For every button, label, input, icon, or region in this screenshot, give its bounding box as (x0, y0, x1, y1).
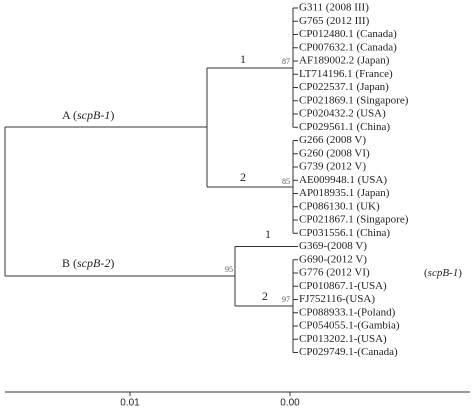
leaf-label: CP021867.1 (Singapore) (299, 214, 409, 226)
bootstrap: 85 (282, 177, 290, 186)
leaf-label: AF189002.2 (Japan) (299, 55, 390, 67)
leaf-label: CP054055.1-(Gambia) (299, 320, 400, 332)
leaf-label: LT714196.1 (France) (299, 68, 393, 80)
clade-b-gene: scpB-2 (77, 256, 110, 270)
node-label: 1 (265, 227, 271, 241)
leaf-label: FJ752116-(USA) (299, 293, 375, 305)
leaf-label: CP020432.2 (USA) (299, 108, 386, 120)
node-label: 2 (262, 289, 268, 303)
leaf-label: CP012480.1 (Canada) (299, 28, 397, 40)
annotation-open: ( (424, 267, 428, 279)
leaf-label: AE009948.1 (USA) (299, 174, 387, 186)
bootstrap: 95 (225, 265, 233, 274)
annotation: (scpB-1) (424, 267, 462, 279)
leaf-label: CP088933.1-(Poland) (299, 306, 396, 318)
leaf-label: CP029561.1 (China) (299, 121, 390, 133)
leaf-label: G260 (2008 VI) (299, 147, 370, 159)
leaf-label: G690-(2012 V) (299, 253, 367, 265)
clade-a-name: A ( (62, 108, 77, 122)
scale-tick-label: 0.00 (280, 398, 300, 409)
leaf-label: AP018935.1 (Japan) (299, 187, 390, 199)
leaf-label: CP022537.1 (Japan) (299, 81, 389, 93)
leaf-label: G739 (2012 V) (299, 161, 366, 173)
leaf-label: CP029749.1-(Canada) (299, 346, 398, 358)
leaf-label: CP086130.1 (UK) (299, 200, 380, 212)
leaf-label: CP013202.1-(USA) (299, 333, 387, 345)
bootstrap: 87 (282, 57, 290, 66)
leaf-label: G776 (2012 VI) (299, 267, 370, 279)
annotation-gene: scpB-1 (428, 267, 459, 279)
annotation-close: ) (458, 267, 462, 279)
node-label: 1 (240, 52, 246, 66)
leaf-label: CP010867.1-(USA) (299, 280, 387, 292)
leaf-label: G369-(2008 V) (299, 240, 367, 252)
leaf-label: CP007632.1 (Canada) (299, 41, 397, 53)
leaf-label: G266 (2008 V) (299, 134, 366, 146)
clade-a-gene: scpB-1 (77, 108, 110, 122)
branches (4, 8, 470, 393)
bootstrap: 97 (282, 295, 290, 304)
leaf-label: G765 (2012 III) (299, 15, 370, 27)
clade-b-close: ) (110, 256, 114, 270)
scale-tick-label: 0.01 (120, 398, 140, 409)
clade-b-name: B ( (62, 256, 77, 270)
node-label: 2 (240, 170, 246, 184)
clade-a-label: A (scpB-1) (62, 108, 114, 122)
leaf-label: CP031556.1 (China) (299, 227, 390, 239)
leaf-label: CP021869.1 (Singapore) (299, 94, 409, 106)
clade-a-close: ) (110, 108, 114, 122)
clade-b-label: B (scpB-2) (62, 256, 114, 270)
leaf-label: G311 (2008 III) (299, 2, 369, 14)
